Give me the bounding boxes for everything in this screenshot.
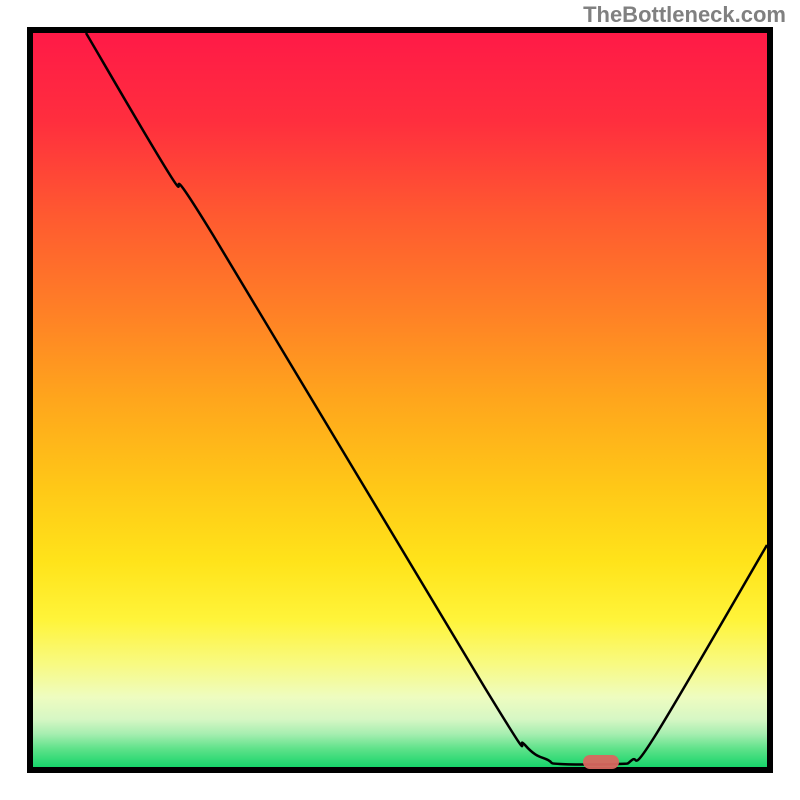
gradient-background: [33, 33, 767, 767]
bottleneck-chart-svg: [0, 0, 800, 800]
optimal-marker: [583, 755, 619, 769]
root-container: { "watermark": { "text": "TheBottleneck.…: [0, 0, 800, 800]
